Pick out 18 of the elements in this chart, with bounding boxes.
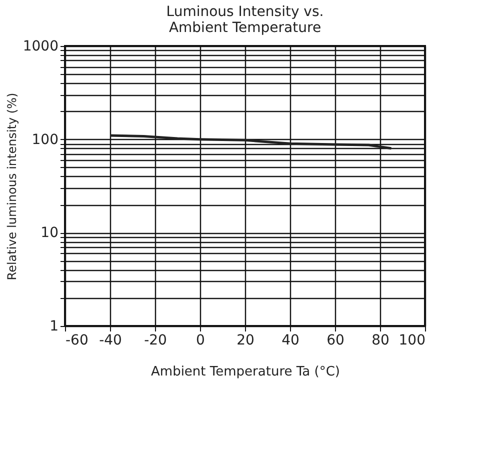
x-tick-label: 40 xyxy=(282,332,300,348)
y-tick-label: 100 xyxy=(32,132,58,148)
x-tick-label: -40 xyxy=(99,332,122,348)
line-series xyxy=(108,134,392,150)
y-tick-label: 10 xyxy=(40,225,58,242)
x-tick-label: -60 xyxy=(66,332,88,348)
x-tick-label: 100 xyxy=(398,332,426,348)
x-tick-label: 80 xyxy=(372,332,390,348)
text: Ambient Temperature xyxy=(168,20,322,36)
y-axis-title: Relative luminous intensity (%) xyxy=(4,92,19,280)
x-tick-label: 0 xyxy=(196,332,205,348)
y-tick-label: 1000 xyxy=(22,38,58,54)
x-tick-label: 60 xyxy=(326,332,344,348)
x-axis-title: Ambient Temperature Ta (°C) xyxy=(151,364,340,380)
y-tick-label: 1 xyxy=(50,318,58,334)
x-tick-label: 20 xyxy=(236,332,254,348)
x-tick-label: -20 xyxy=(144,332,167,348)
text: Luminous Intensity vs. xyxy=(166,4,324,20)
